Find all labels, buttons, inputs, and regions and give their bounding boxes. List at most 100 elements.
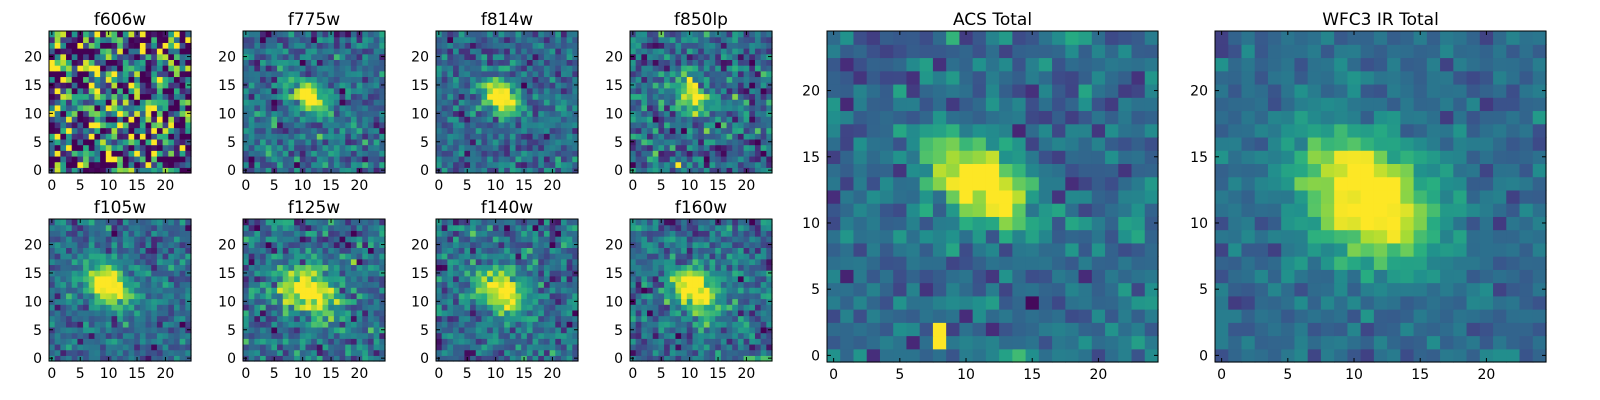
heatmap-cell: [94, 138, 101, 146]
heatmap-cell: [703, 144, 711, 151]
heatmap-cell: [709, 104, 716, 112]
heatmap-cell: [726, 349, 733, 356]
heatmap-cell: [179, 42, 186, 49]
heatmap-cell: [271, 99, 278, 106]
heatmap-cell: [453, 133, 460, 140]
heatmap-cell: [54, 332, 61, 339]
heatmap-cell: [560, 258, 568, 266]
heatmap-cell: [139, 332, 147, 339]
heatmap-cell: [333, 65, 341, 72]
heatmap-cell: [447, 161, 454, 168]
heatmap-cell: [509, 133, 517, 140]
heatmap-cell: [475, 287, 483, 294]
heatmap-cell: [726, 287, 733, 294]
heatmap-cell: [652, 59, 659, 66]
heatmap-cell: [498, 161, 505, 168]
heatmap-cell: [470, 264, 477, 271]
heatmap-cell: [453, 264, 460, 271]
heatmap-cell: [356, 138, 363, 146]
heatmap-cell: [111, 309, 118, 317]
heatmap-cell: [532, 155, 539, 163]
heatmap-cell: [179, 275, 186, 283]
heatmap-cell: [549, 230, 556, 237]
heatmap-cell: [458, 224, 465, 231]
heatmap-cell: [350, 219, 358, 226]
heatmap-cell: [481, 48, 488, 55]
heatmap-cell: [134, 76, 141, 83]
heatmap-cell: [277, 315, 284, 322]
heatmap-cell: [277, 150, 284, 157]
heatmap-cell: [265, 93, 272, 100]
heatmap-cell: [560, 93, 568, 100]
heatmap-cell: [134, 247, 141, 254]
heatmap-cell: [362, 48, 369, 55]
heatmap-cell: [248, 127, 255, 134]
heatmap-cell: [379, 247, 386, 254]
heatmap-cell: [664, 36, 671, 43]
heatmap-cell: [60, 127, 67, 134]
heatmap-cell: [248, 247, 255, 254]
heatmap-cell: [692, 65, 699, 72]
heatmap-cell: [168, 87, 175, 95]
heatmap-cell: [294, 219, 301, 226]
heatmap-cell: [726, 133, 733, 140]
heatmap-cell: [350, 304, 358, 311]
heatmap-cell: [681, 321, 688, 328]
heatmap-cell: [447, 326, 454, 334]
heatmap-cell: [572, 133, 579, 140]
heatmap-cell: [698, 326, 705, 334]
heatmap-cell: [49, 93, 56, 100]
heatmap-cell: [333, 70, 341, 78]
heatmap-cell: [475, 315, 483, 322]
heatmap-cell: [475, 59, 483, 66]
heatmap-cell: [715, 82, 722, 89]
heatmap-cell: [675, 150, 682, 157]
heatmap-cell: [117, 65, 124, 72]
heatmap-cell: [664, 321, 671, 328]
heatmap-cell: [504, 93, 511, 100]
heatmap-cell: [515, 150, 522, 157]
x-tick-label: 10: [100, 366, 118, 382]
heatmap-cell: [145, 42, 152, 49]
heatmap-cell: [754, 355, 762, 362]
heatmap-cell: [316, 275, 324, 283]
heatmap-cell: [715, 116, 722, 123]
heatmap-cell: [521, 309, 528, 317]
heatmap-cell: [356, 155, 363, 163]
heatmap-cell: [560, 110, 568, 117]
heatmap-cell: [339, 321, 346, 328]
heatmap-cell: [641, 161, 648, 168]
heatmap-cell: [498, 144, 505, 151]
heatmap-cell: [367, 253, 375, 260]
heatmap-cell: [475, 292, 483, 300]
heatmap-cell: [111, 304, 118, 311]
heatmap-cell: [726, 332, 733, 339]
heatmap-cell: [185, 31, 192, 38]
heatmap-cell: [60, 332, 67, 339]
heatmap-cell: [549, 270, 556, 277]
heatmap-cell: [333, 53, 341, 60]
heatmap-cell: [316, 155, 324, 163]
heatmap-cell: [83, 281, 90, 288]
heatmap-cell: [498, 309, 505, 317]
heatmap-cell: [737, 275, 745, 283]
heatmap-cell: [436, 116, 443, 123]
heatmap-cell: [754, 70, 762, 78]
heatmap-cell: [458, 281, 465, 288]
heatmap-cell: [139, 309, 147, 317]
heatmap-cell: [555, 161, 562, 168]
heatmap-cell: [487, 258, 494, 266]
heatmap-cell: [248, 315, 255, 322]
heatmap-cell: [703, 315, 711, 322]
heatmap-cell: [71, 264, 78, 271]
y-tick-label: 20: [218, 50, 236, 66]
heatmap-cell: [681, 76, 688, 83]
heatmap-cell: [720, 321, 728, 328]
heatmap-cell: [100, 116, 107, 123]
heatmap-cell: [179, 144, 186, 151]
heatmap-cell: [322, 36, 329, 43]
heatmap-cell: [83, 241, 90, 248]
heatmap-cell: [66, 281, 73, 288]
heatmap-cell: [538, 349, 545, 356]
heatmap-cell: [128, 264, 135, 271]
